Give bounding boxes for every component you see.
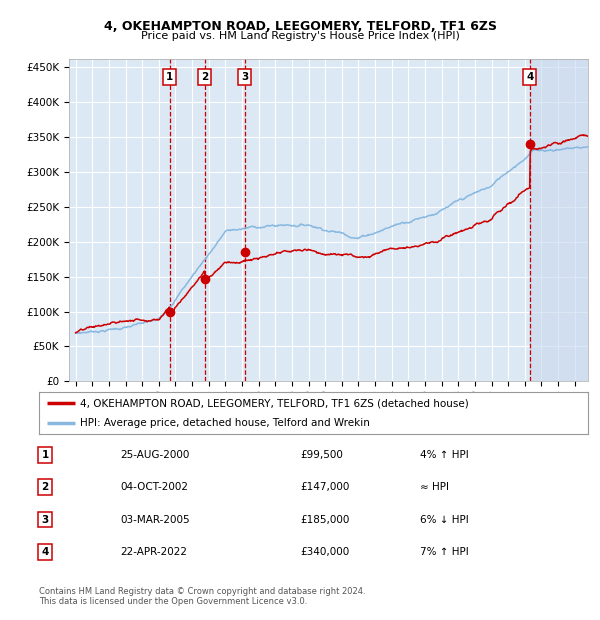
Text: 03-MAR-2005: 03-MAR-2005 — [120, 515, 190, 525]
Text: 2: 2 — [41, 482, 49, 492]
Text: 3: 3 — [41, 515, 49, 525]
Text: 2: 2 — [201, 72, 208, 82]
Text: £340,000: £340,000 — [300, 547, 349, 557]
Bar — [530, 59, 588, 381]
Text: 4: 4 — [526, 72, 533, 82]
Text: 1: 1 — [166, 72, 173, 82]
Text: 3: 3 — [241, 72, 248, 82]
Text: 4, OKEHAMPTON ROAD, LEEGOMERY, TELFORD, TF1 6ZS: 4, OKEHAMPTON ROAD, LEEGOMERY, TELFORD, … — [104, 20, 497, 33]
Text: Contains HM Land Registry data © Crown copyright and database right 2024.
This d: Contains HM Land Registry data © Crown c… — [39, 587, 365, 606]
Text: 04-OCT-2002: 04-OCT-2002 — [120, 482, 188, 492]
Text: £185,000: £185,000 — [300, 515, 349, 525]
Text: 22-APR-2022: 22-APR-2022 — [120, 547, 187, 557]
Text: 1: 1 — [41, 450, 49, 460]
Text: ≈ HPI: ≈ HPI — [420, 482, 449, 492]
Text: £147,000: £147,000 — [300, 482, 349, 492]
Text: Price paid vs. HM Land Registry's House Price Index (HPI): Price paid vs. HM Land Registry's House … — [140, 31, 460, 41]
Text: 4% ↑ HPI: 4% ↑ HPI — [420, 450, 469, 460]
Text: 7% ↑ HPI: 7% ↑ HPI — [420, 547, 469, 557]
Text: 25-AUG-2000: 25-AUG-2000 — [120, 450, 190, 460]
Text: HPI: Average price, detached house, Telford and Wrekin: HPI: Average price, detached house, Telf… — [80, 418, 370, 428]
Text: 4: 4 — [41, 547, 49, 557]
Text: 6% ↓ HPI: 6% ↓ HPI — [420, 515, 469, 525]
Text: £99,500: £99,500 — [300, 450, 343, 460]
Text: 4, OKEHAMPTON ROAD, LEEGOMERY, TELFORD, TF1 6ZS (detached house): 4, OKEHAMPTON ROAD, LEEGOMERY, TELFORD, … — [80, 398, 469, 408]
